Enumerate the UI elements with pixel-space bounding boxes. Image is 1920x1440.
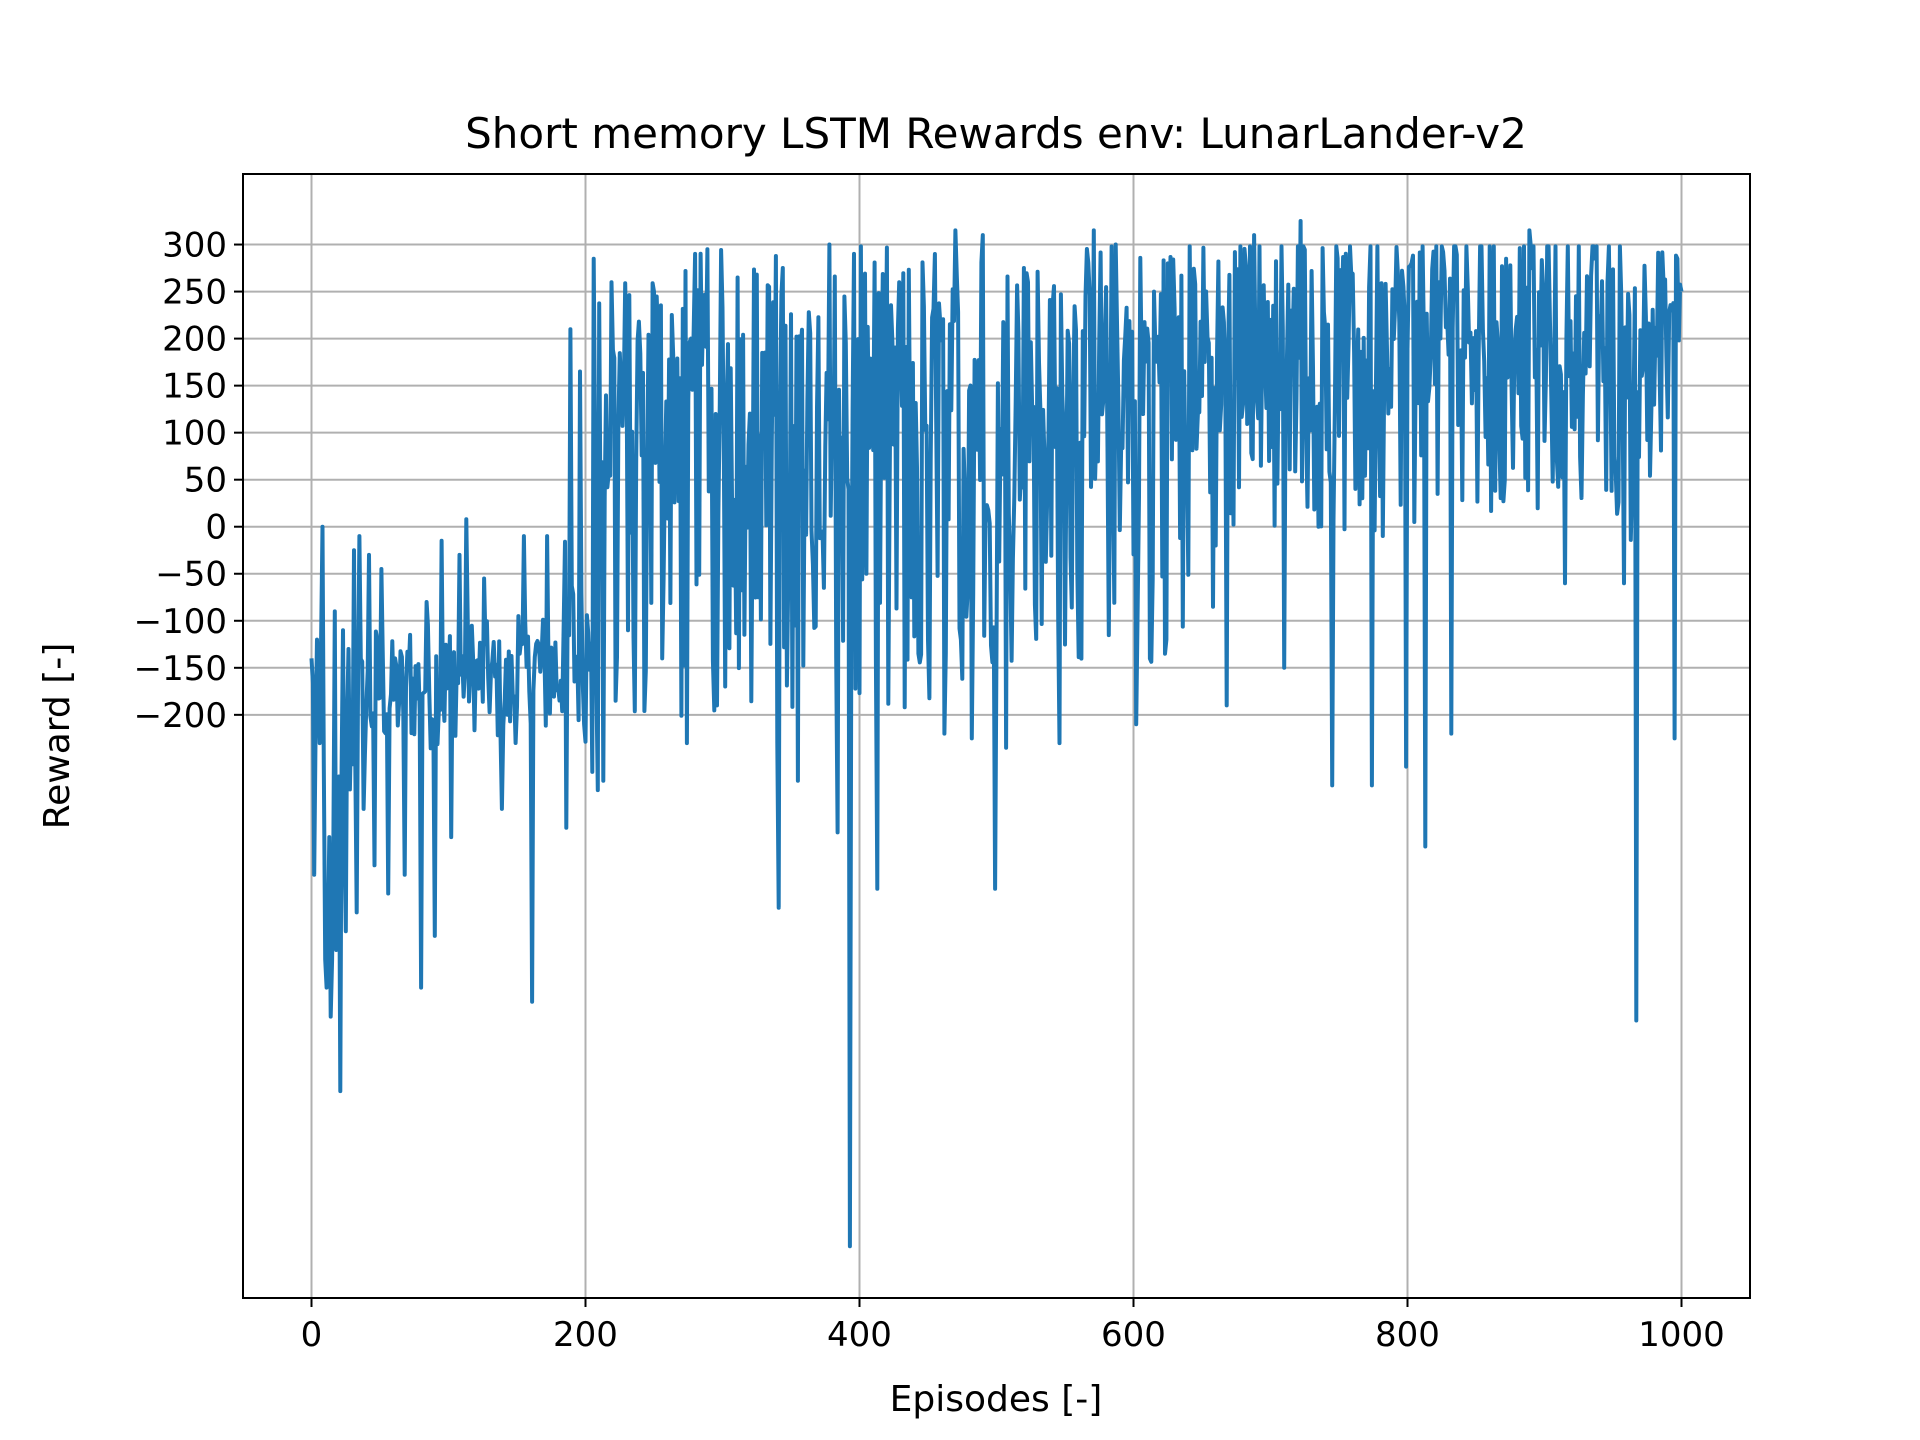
y-tick-label: −50 (155, 555, 227, 595)
x-tick-label: 400 (827, 1315, 892, 1355)
x-tick-label: 0 (301, 1315, 323, 1355)
x-tick-label: 1000 (1638, 1315, 1725, 1355)
y-tick-label: 0 (205, 508, 227, 548)
x-tick-label: 200 (553, 1315, 618, 1355)
y-tick-label: 300 (162, 226, 227, 266)
y-tick-label: 100 (162, 414, 227, 454)
y-tick-label: −100 (134, 602, 227, 642)
y-axis: 300 250 200 150 100 50 0 −50 −100 −150 −200 (134, 226, 243, 736)
x-tick-label: 600 (1101, 1315, 1166, 1355)
y-tick-label: 50 (184, 461, 227, 501)
y-tick-label: 150 (162, 367, 227, 407)
x-axis-label: Episodes [-] (890, 1379, 1103, 1420)
plot-area-frame (242, 173, 1751, 1299)
y-tick-label: −200 (134, 696, 227, 736)
y-tick-label: −150 (134, 649, 227, 689)
reward-series-line (309, 219, 1684, 1249)
y-tick-label: 200 (162, 320, 227, 360)
y-tick-label: 250 (162, 273, 227, 313)
chart-title: Short memory LSTM Rewards env: LunarLand… (465, 109, 1527, 158)
y-axis-label: Reward [-] (37, 643, 78, 830)
x-tick-label: 800 (1375, 1315, 1440, 1355)
x-axis: 0 200 400 600 800 1000 (301, 1298, 1725, 1355)
